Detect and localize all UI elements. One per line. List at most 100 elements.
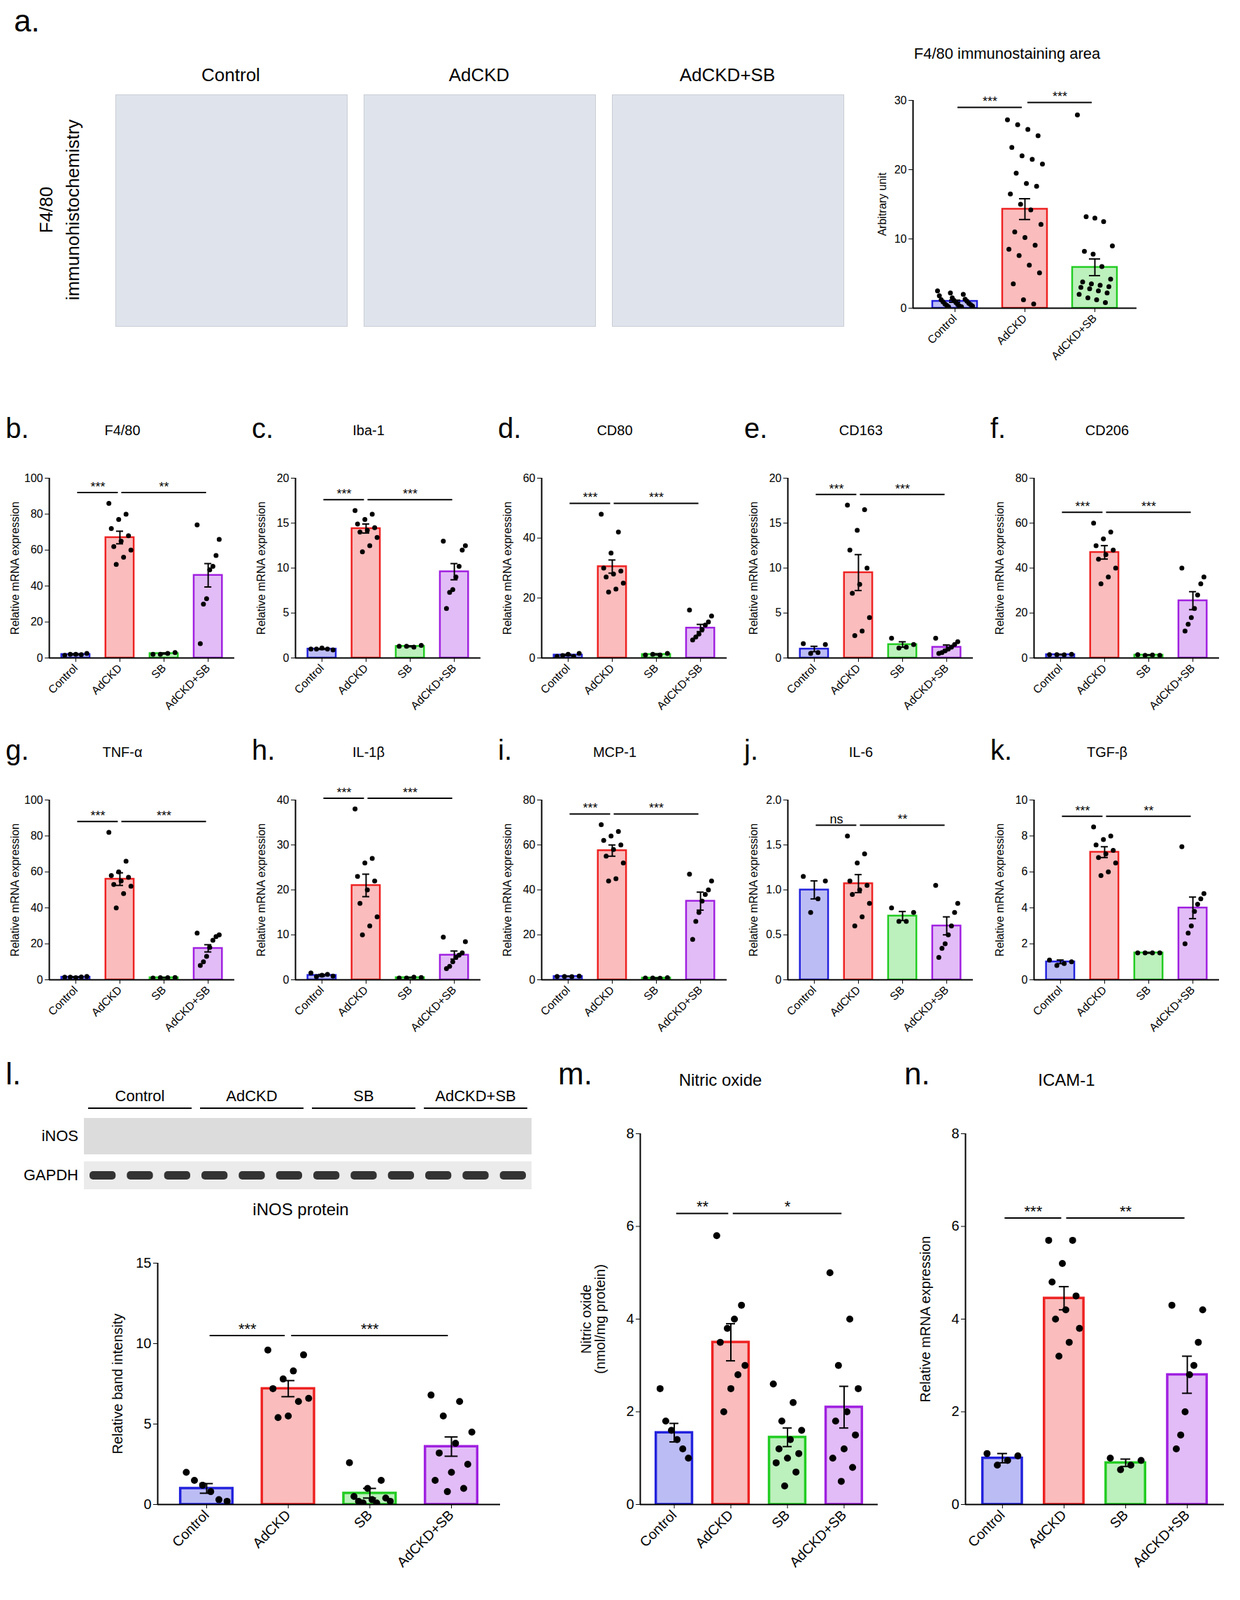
svg-text:20: 20	[769, 472, 782, 484]
svg-text:15: 15	[276, 516, 290, 529]
svg-text:***: ***	[336, 486, 352, 501]
svg-text:***: ***	[582, 800, 598, 815]
svg-text:Relative band intensity: Relative band intensity	[109, 1312, 126, 1454]
svg-text:SB: SB	[148, 983, 168, 1003]
svg-text:Control: Control	[1030, 983, 1065, 1017]
svg-text:10: 10	[276, 561, 290, 574]
svg-text:8: 8	[1021, 829, 1029, 842]
svg-text:100: 100	[24, 793, 44, 806]
svg-text:80: 80	[30, 829, 44, 842]
svg-text:SB: SB	[1133, 983, 1153, 1003]
svg-text:20: 20	[276, 883, 290, 896]
svg-text:30: 30	[276, 838, 290, 851]
svg-text:Control: Control	[784, 983, 819, 1017]
svg-text:***: ***	[1141, 499, 1157, 514]
svg-text:**: **	[696, 1197, 710, 1215]
svg-text:AdCKD+SB: AdCKD+SB	[1146, 983, 1197, 1033]
svg-text:80: 80	[523, 793, 536, 806]
svg-text:60: 60	[523, 472, 536, 484]
svg-text:AdCKD: AdCKD	[1073, 661, 1109, 697]
svg-text:5: 5	[775, 606, 782, 619]
svg-text:***: ***	[90, 808, 105, 823]
svg-text:40: 40	[1015, 561, 1029, 574]
svg-text:20: 20	[30, 615, 44, 628]
svg-text:***: ***	[1024, 1202, 1043, 1220]
svg-text:SB: SB	[148, 661, 168, 681]
svg-text:Relative mRNA expression: Relative mRNA expression	[501, 501, 514, 635]
svg-text:60: 60	[30, 543, 44, 556]
svg-text:0: 0	[529, 973, 536, 986]
svg-text:AdCKD+SB: AdCKD+SB	[1146, 661, 1197, 712]
svg-text:AdCKD+SB: AdCKD+SB	[654, 983, 705, 1033]
svg-text:6: 6	[1021, 865, 1029, 878]
svg-text:Relative mRNA expression: Relative mRNA expression	[993, 501, 1006, 635]
svg-text:2: 2	[951, 1402, 959, 1419]
svg-text:***: ***	[1074, 499, 1090, 514]
svg-text:60: 60	[1015, 516, 1029, 529]
svg-text:AdCKD: AdCKD	[249, 1506, 294, 1551]
svg-text:Control: Control	[636, 1506, 680, 1550]
svg-text:40: 40	[523, 883, 536, 896]
svg-text:AdCKD+SB: AdCKD+SB	[408, 983, 459, 1033]
svg-text:***: ***	[649, 490, 664, 505]
svg-text:Nitric oxide(nmol/mg protein): Nitric oxide(nmol/mg protein)	[578, 1263, 608, 1374]
svg-text:0: 0	[1021, 651, 1029, 664]
svg-text:Control: Control	[1030, 661, 1065, 696]
svg-text:0: 0	[625, 1495, 634, 1512]
svg-text:***: ***	[238, 1319, 257, 1338]
svg-text:**: **	[1144, 803, 1154, 818]
svg-text:0: 0	[775, 651, 782, 664]
svg-text:Relative mRNA expression: Relative mRNA expression	[917, 1235, 933, 1403]
svg-text:***: ***	[156, 808, 172, 823]
svg-text:0: 0	[283, 973, 290, 986]
svg-text:AdCKD: AdCKD	[692, 1506, 737, 1551]
svg-text:***: ***	[336, 785, 352, 800]
svg-text:AdCKD: AdCKD	[581, 661, 617, 697]
svg-text:AdCKD+SB: AdCKD+SB	[1049, 311, 1099, 362]
svg-text:0: 0	[529, 651, 536, 664]
svg-text:AdCKD+SB: AdCKD+SB	[435, 1086, 517, 1105]
svg-text:AdCKD+SB: AdCKD+SB	[900, 983, 951, 1033]
svg-text:Control: Control	[46, 661, 80, 696]
svg-text:SB: SB	[353, 1086, 374, 1105]
svg-text:Relative mRNA expression: Relative mRNA expression	[9, 501, 21, 635]
svg-text:Relative mRNA expression: Relative mRNA expression	[993, 823, 1006, 957]
svg-text:***: ***	[360, 1319, 380, 1338]
svg-text:5: 5	[283, 606, 290, 619]
svg-text:Relative mRNA expression: Relative mRNA expression	[747, 501, 760, 635]
svg-text:***: ***	[582, 490, 598, 505]
svg-text:Control: Control	[46, 983, 80, 1017]
svg-text:0: 0	[775, 973, 782, 986]
svg-text:AdCKD+SB: AdCKD+SB	[408, 661, 459, 712]
svg-text:80: 80	[1015, 472, 1029, 484]
svg-text:Control: Control	[538, 661, 573, 696]
svg-text:0: 0	[143, 1495, 152, 1512]
svg-text:AdCKD: AdCKD	[225, 1086, 277, 1105]
svg-text:Control: Control	[925, 311, 959, 346]
svg-text:SB: SB	[641, 983, 661, 1003]
svg-text:AdCKD+SB: AdCKD+SB	[162, 661, 212, 712]
svg-text:10: 10	[135, 1335, 152, 1351]
svg-text:GAPDH: GAPDH	[23, 1165, 79, 1184]
svg-text:4: 4	[625, 1310, 634, 1327]
svg-text:6: 6	[951, 1217, 959, 1234]
svg-text:Control: Control	[292, 983, 326, 1017]
svg-text:80: 80	[30, 507, 44, 520]
svg-text:Control: Control	[115, 1086, 166, 1105]
svg-text:10: 10	[276, 928, 290, 940]
svg-text:20: 20	[30, 937, 44, 950]
svg-text:SB: SB	[351, 1506, 375, 1531]
svg-text:40: 40	[523, 531, 536, 544]
svg-text:10: 10	[769, 561, 782, 574]
svg-text:60: 60	[30, 865, 44, 878]
svg-text:ns: ns	[829, 811, 843, 826]
svg-text:40: 40	[30, 901, 44, 914]
svg-text:AdCKD+SB: AdCKD+SB	[786, 1506, 850, 1570]
svg-text:AdCKD+SB: AdCKD+SB	[654, 661, 705, 712]
svg-text:5: 5	[143, 1415, 152, 1431]
svg-text:8: 8	[625, 1125, 634, 1141]
svg-text:0.5: 0.5	[765, 928, 782, 940]
svg-text:20: 20	[276, 472, 290, 484]
svg-text:15: 15	[135, 1254, 152, 1271]
svg-text:1.5: 1.5	[765, 838, 782, 851]
